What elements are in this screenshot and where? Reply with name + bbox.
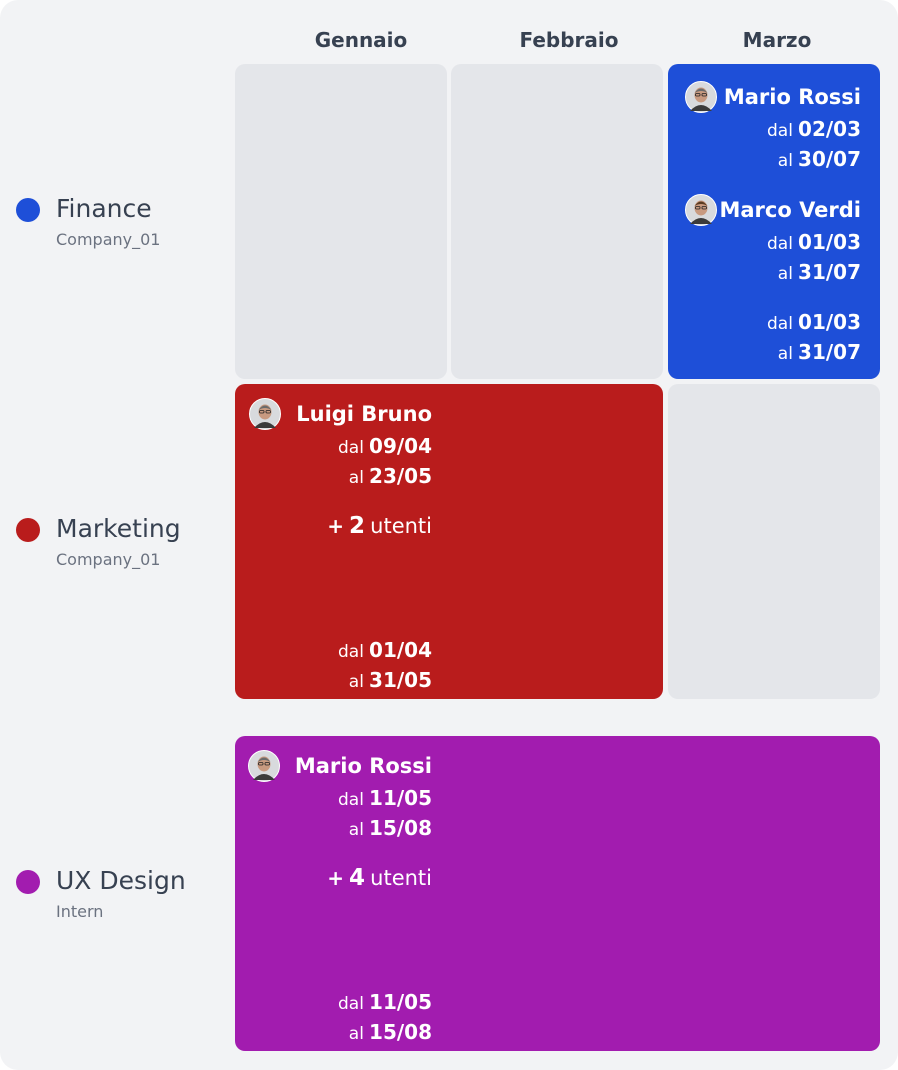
group-subtitle: Intern xyxy=(56,902,104,921)
entry-line: + 2 utenti xyxy=(235,511,432,541)
entry-line: + 4 utenti xyxy=(235,863,432,893)
date-from: 01/04 xyxy=(369,638,432,662)
person-name: Mario Rossi xyxy=(723,85,861,109)
month-header: Gennaio xyxy=(314,28,408,52)
entry-line: dal 01/03 xyxy=(668,307,861,337)
date-prefix: dal xyxy=(338,642,364,662)
more-count: 4 xyxy=(349,865,366,891)
group-subtitle: Company_01 xyxy=(56,230,161,249)
date-prefix: al xyxy=(348,468,364,488)
empty-cell[interactable] xyxy=(235,64,447,379)
date-prefix: dal xyxy=(767,314,793,334)
date-prefix: dal xyxy=(338,790,364,810)
person-name: Mario Rossi xyxy=(294,754,432,778)
entry-line: al 30/07 xyxy=(668,144,861,174)
empty-cell[interactable] xyxy=(668,384,880,699)
date-prefix: al xyxy=(348,1024,364,1044)
date-to: 15/08 xyxy=(369,816,432,840)
entry-line: al 15/08 xyxy=(235,1017,432,1047)
entry-line: dal 01/04 xyxy=(235,635,432,665)
group-dot xyxy=(16,518,40,542)
more-suffix: utenti xyxy=(370,514,432,538)
avatar xyxy=(685,194,717,226)
date-prefix: dal xyxy=(767,234,793,254)
entry-line: dal 02/03 xyxy=(668,114,861,144)
entry-line: al 31/07 xyxy=(668,257,861,287)
date-prefix: al xyxy=(777,344,793,364)
date-to: 23/05 xyxy=(369,464,432,488)
date-prefix: al xyxy=(348,672,364,692)
avatar xyxy=(685,81,717,113)
group-name: UX Design xyxy=(56,866,186,895)
avatar xyxy=(249,398,281,430)
date-to: 30/07 xyxy=(798,147,861,171)
booking-block[interactable]: Mario Rossi dal 11/05 al 15/08 dal 11/05 al … xyxy=(235,736,880,1051)
entry-line: Marco Verdi xyxy=(668,195,861,225)
date-to: 31/05 xyxy=(369,668,432,692)
more-suffix: utenti xyxy=(370,866,432,890)
more-prefix: + xyxy=(327,866,344,890)
booking-block[interactable]: Mario Rossi dal 02/03 al 30/07 Marco Verdi d… xyxy=(668,64,880,379)
date-from: 11/05 xyxy=(369,990,432,1014)
month-header: Marzo xyxy=(742,28,812,52)
month-header: Febbraio xyxy=(519,28,619,52)
entry-line: dal 09/04 xyxy=(235,431,432,461)
date-from: 01/03 xyxy=(798,230,861,254)
date-from: 09/04 xyxy=(369,434,432,458)
person-name: Marco Verdi xyxy=(719,198,861,222)
group-dot xyxy=(16,870,40,894)
date-prefix: dal xyxy=(338,994,364,1014)
group-subtitle: Company_01 xyxy=(56,550,161,569)
group-name: Finance xyxy=(56,194,152,223)
date-from: 02/03 xyxy=(798,117,861,141)
booking-block[interactable]: Luigi Bruno dal 09/04 al 23/05 dal 01/04 al … xyxy=(235,384,663,699)
entry-line: Mario Rossi xyxy=(235,751,432,781)
avatar xyxy=(248,750,280,782)
date-prefix: al xyxy=(777,151,793,171)
entry-line: al 15/08 xyxy=(235,813,432,843)
date-to: 31/07 xyxy=(798,260,861,284)
entry-line: dal 11/05 xyxy=(235,783,432,813)
date-to: 15/08 xyxy=(369,1020,432,1044)
date-prefix: al xyxy=(777,264,793,284)
entry-line: dal 01/03 xyxy=(668,227,861,257)
group-name: Marketing xyxy=(56,514,181,543)
date-prefix: dal xyxy=(767,121,793,141)
date-from: 11/05 xyxy=(369,786,432,810)
entry-line: al 31/07 xyxy=(668,337,861,367)
empty-cell[interactable] xyxy=(451,64,663,379)
group-dot xyxy=(16,198,40,222)
date-prefix: dal xyxy=(338,438,364,458)
more-prefix: + xyxy=(327,514,344,538)
entry-line: al 31/05 xyxy=(235,665,432,695)
entry-line: Mario Rossi xyxy=(668,82,861,112)
date-to: 31/07 xyxy=(798,340,861,364)
entry-line: Luigi Bruno xyxy=(235,399,432,429)
date-from: 01/03 xyxy=(798,310,861,334)
entry-line: dal 11/05 xyxy=(235,987,432,1017)
person-name: Luigi Bruno xyxy=(296,402,432,426)
more-count: 2 xyxy=(349,513,366,539)
date-prefix: al xyxy=(348,820,364,840)
entry-line: al 23/05 xyxy=(235,461,432,491)
